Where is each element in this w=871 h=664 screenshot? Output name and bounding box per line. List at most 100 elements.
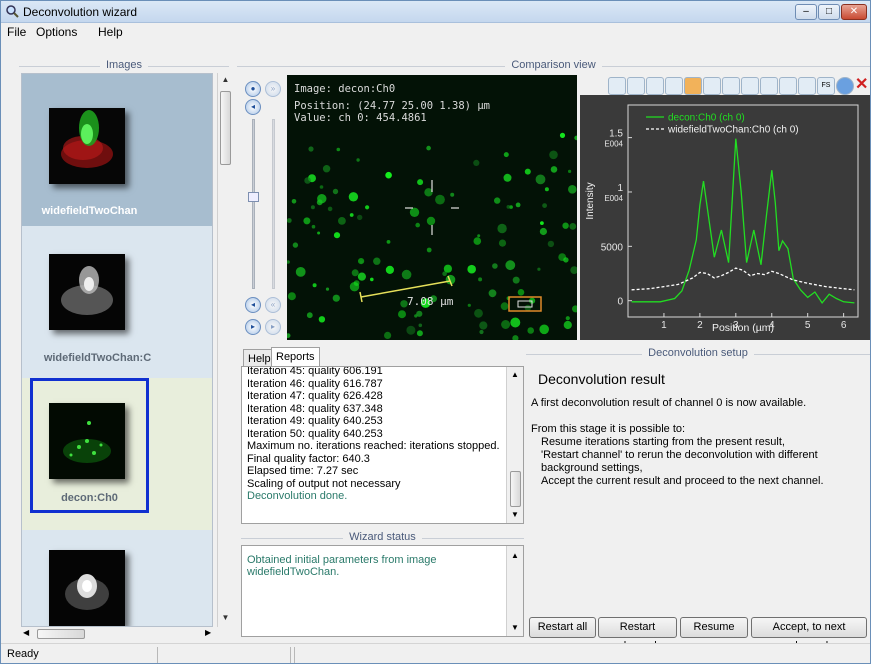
image-tile[interactable] bbox=[22, 530, 212, 626]
tab-reports[interactable]: Reports bbox=[271, 347, 320, 367]
next-slice-icon[interactable]: ▸ bbox=[245, 319, 261, 335]
restart-channel-button[interactable]: Restart channel bbox=[598, 617, 677, 652]
scroll-up-arrow-icon[interactable]: ▲ bbox=[511, 370, 519, 379]
cell-spot bbox=[357, 272, 366, 281]
cell-spot bbox=[524, 304, 532, 312]
tab-help[interactable]: Help bbox=[243, 349, 276, 367]
status-divider bbox=[294, 647, 295, 663]
y-tick-exponent: E004 bbox=[604, 140, 623, 149]
menu-options[interactable]: Options bbox=[36, 25, 78, 39]
cell-spot bbox=[503, 152, 509, 158]
close-plot-icon[interactable]: ✕ bbox=[855, 76, 869, 93]
maximize-button[interactable]: □ bbox=[818, 4, 840, 20]
image-tile[interactable]: widefieldTwoChan bbox=[22, 74, 212, 226]
wizard-status-panel: Obtained initial parameters from image w… bbox=[241, 545, 524, 637]
cell-spot bbox=[574, 135, 577, 141]
close-window-button[interactable]: ✕ bbox=[841, 4, 867, 20]
cell-spot bbox=[512, 276, 520, 284]
x-tick-label: 3 bbox=[733, 320, 739, 331]
y-tick-label: 0 bbox=[617, 297, 623, 308]
plot-frame bbox=[627, 104, 859, 318]
slice-slider-track[interactable] bbox=[252, 119, 255, 289]
reports-scrollbar[interactable]: ▲ ▼ bbox=[506, 367, 523, 523]
setup-heading: Deconvolution result bbox=[538, 371, 665, 387]
minimize-button[interactable]: – bbox=[795, 4, 817, 20]
x-tick-label: 2 bbox=[697, 320, 703, 331]
cell-spot bbox=[426, 145, 431, 151]
first-slice-icon[interactable]: ◂ bbox=[245, 99, 261, 115]
image-label: widefieldTwoChan:C bbox=[43, 352, 152, 364]
scroll-up-arrow-icon[interactable]: ▲ bbox=[221, 75, 230, 84]
scroll-down-arrow-icon[interactable]: ▼ bbox=[511, 623, 519, 632]
menu-file[interactable]: File bbox=[7, 25, 27, 39]
zoom-fit-icon[interactable] bbox=[627, 77, 645, 95]
curve-tool-icon[interactable] bbox=[741, 77, 759, 95]
report-tabs: Help Reports bbox=[241, 347, 524, 367]
image-viewer[interactable]: Image: decon:Ch0 Position: (24.77 25.00 … bbox=[287, 75, 577, 340]
cell-spot bbox=[357, 214, 363, 221]
setup-option-line: background settings, bbox=[541, 462, 643, 474]
zoom-out-icon[interactable] bbox=[646, 77, 664, 95]
cell-spot bbox=[359, 260, 363, 264]
help-icon[interactable] bbox=[836, 77, 854, 95]
image-tile[interactable]: widefieldTwoChan:C bbox=[22, 226, 212, 378]
cell-spot bbox=[467, 303, 471, 307]
cell-spot bbox=[506, 205, 511, 209]
cell-spot bbox=[424, 188, 433, 197]
setup-section-title: Deconvolution setup bbox=[642, 347, 754, 359]
legend-label: widefieldTwoChan:Ch0 (ch 0) bbox=[667, 125, 799, 136]
cell-spot bbox=[492, 263, 498, 269]
curve-edit-icon[interactable] bbox=[760, 77, 778, 95]
cell-spot bbox=[416, 310, 423, 317]
h-scrollbar-thumb[interactable] bbox=[37, 629, 85, 639]
scroll-left-arrow-icon[interactable]: ◀ bbox=[23, 628, 30, 637]
zoom-in-icon[interactable] bbox=[608, 77, 626, 95]
report-line: Iteration 45: quality 606.191 bbox=[247, 366, 383, 377]
resume-button[interactable]: Resume bbox=[680, 617, 748, 638]
time-slider-track[interactable] bbox=[272, 119, 275, 289]
image-thumbnail bbox=[49, 403, 125, 479]
pin-slice-icon[interactable]: ● bbox=[245, 81, 261, 97]
y-tick-label: 5000 bbox=[601, 242, 624, 253]
cell-spot bbox=[570, 266, 577, 274]
axes-icon[interactable] bbox=[665, 77, 683, 95]
scroll-down-arrow-icon[interactable]: ▼ bbox=[221, 613, 230, 622]
area-plot-icon[interactable] bbox=[722, 77, 740, 95]
images-vertical-scrollbar[interactable]: ▲ ▼ bbox=[217, 73, 232, 627]
scroll-right-arrow-icon[interactable]: ▶ bbox=[205, 628, 212, 637]
grid-icon[interactable] bbox=[779, 77, 797, 95]
series-line-0 bbox=[631, 138, 855, 304]
images-horizontal-scrollbar[interactable]: ◀ ▶ bbox=[21, 627, 217, 641]
accept-next-channel-button[interactable]: Accept, to next channel bbox=[751, 617, 867, 652]
cell-spot bbox=[310, 205, 315, 210]
play-icon[interactable]: » bbox=[265, 81, 281, 97]
wizard-status-scrollbar[interactable]: ▲ ▼ bbox=[506, 546, 523, 636]
cell-spot bbox=[568, 169, 572, 173]
line-plot-icon[interactable] bbox=[703, 77, 721, 95]
fullscreen-icon[interactable]: FS bbox=[817, 77, 835, 95]
cell-spot bbox=[414, 314, 418, 318]
reports-panel[interactable]: Iteration 45: quality 606.191 Iteration 4… bbox=[241, 366, 524, 524]
color-palette-icon[interactable] bbox=[684, 77, 702, 95]
scrollbar-thumb[interactable] bbox=[220, 91, 231, 165]
slice-slider-handle[interactable] bbox=[248, 192, 259, 202]
image-list[interactable]: widefieldTwoChan widefieldTwoChan:C deco… bbox=[21, 73, 213, 627]
intensity-plot[interactable]: 0 5000 1 E004 1.5 E004 1 2 3 4 5 6 Position (µm) Inte… bbox=[580, 95, 870, 340]
forward-icon[interactable]: ▸ bbox=[265, 319, 281, 335]
report-line: Final quality factor: 640.3 bbox=[247, 452, 370, 465]
scroll-up-arrow-icon[interactable]: ▲ bbox=[511, 551, 519, 560]
wizard-status-line: Obtained initial parameters from image bbox=[247, 554, 437, 566]
image-tile[interactable]: decon:Ch0 bbox=[22, 378, 212, 530]
scroll-down-arrow-icon[interactable]: ▼ bbox=[511, 510, 519, 519]
viewer-overlay bbox=[359, 180, 542, 312]
prev-slice-icon[interactable]: ◂ bbox=[245, 297, 261, 313]
viewer-position: Position: (24.77 25.00 1.38) µm bbox=[294, 100, 490, 112]
rewind-icon[interactable]: « bbox=[265, 297, 281, 313]
cell-spot bbox=[417, 179, 424, 186]
measure-line-icon bbox=[359, 275, 453, 303]
scrollbar-thumb[interactable] bbox=[510, 471, 521, 507]
cell-spot bbox=[467, 264, 476, 274]
menu-help[interactable]: Help bbox=[98, 25, 123, 39]
table-icon[interactable] bbox=[798, 77, 816, 95]
restart-all-button[interactable]: Restart all bbox=[529, 617, 596, 638]
